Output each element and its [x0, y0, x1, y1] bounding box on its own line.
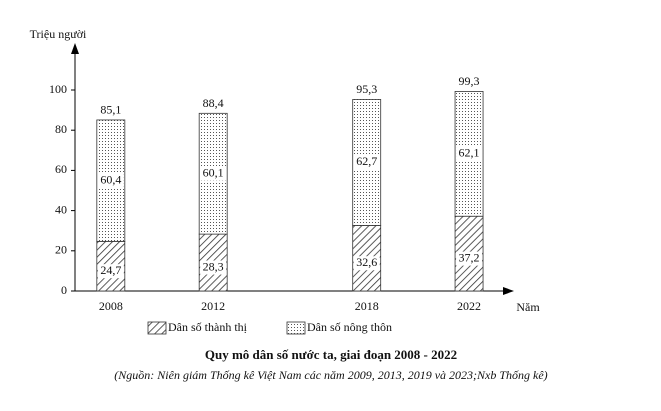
total-label: 99,3: [459, 74, 480, 88]
label-bg: [456, 251, 483, 266]
x-tick-label: 2008: [99, 299, 123, 313]
x-arrow: [503, 287, 514, 295]
chart-subtitle: (Nguồn: Niên giám Thống kê Việt Nam các …: [114, 368, 547, 382]
y-axis-label: Triệu người: [30, 27, 87, 41]
value-label: 62,7: [356, 154, 377, 168]
value-label: 60,1: [203, 165, 224, 179]
legend-swatch: [286, 321, 306, 335]
y-tick-label: 0: [61, 283, 67, 297]
value-label: 24,7: [100, 263, 121, 277]
value-label: 60,4: [100, 172, 121, 186]
value-label: 32,6: [356, 255, 377, 269]
total-label: 95,3: [356, 82, 377, 96]
value-label: 37,2: [459, 250, 480, 264]
label-bg: [353, 256, 380, 271]
value-label: 28,3: [203, 259, 224, 273]
y-tick-label: 100: [49, 82, 67, 96]
label-bg: [97, 264, 124, 279]
label-bg: [456, 146, 483, 161]
label-bg: [97, 173, 124, 188]
x-tick-label: 2012: [201, 299, 225, 313]
total-label: 85,1: [100, 103, 121, 117]
x-axis-label: Năm: [516, 300, 540, 314]
y-tick-label: 80: [55, 122, 67, 136]
y-tick-label: 20: [55, 243, 67, 257]
legend-label: Dân số nông thôn: [307, 320, 392, 334]
label-bg: [200, 166, 227, 181]
total-label: 88,4: [203, 96, 224, 110]
y-arrow: [71, 43, 79, 54]
y-tick-label: 60: [55, 162, 67, 176]
x-tick-label: 2022: [457, 299, 481, 313]
value-label: 62,1: [459, 146, 480, 160]
legend-label: Dân số thành thị: [168, 320, 248, 334]
y-tick-label: 40: [55, 202, 67, 216]
chart-title: Quy mô dân số nước ta, giai đoạn 2008 - …: [205, 347, 457, 362]
legend-swatch: [147, 321, 167, 335]
x-tick-label: 2018: [355, 299, 379, 313]
label-bg: [353, 155, 380, 170]
label-bg: [200, 260, 227, 275]
